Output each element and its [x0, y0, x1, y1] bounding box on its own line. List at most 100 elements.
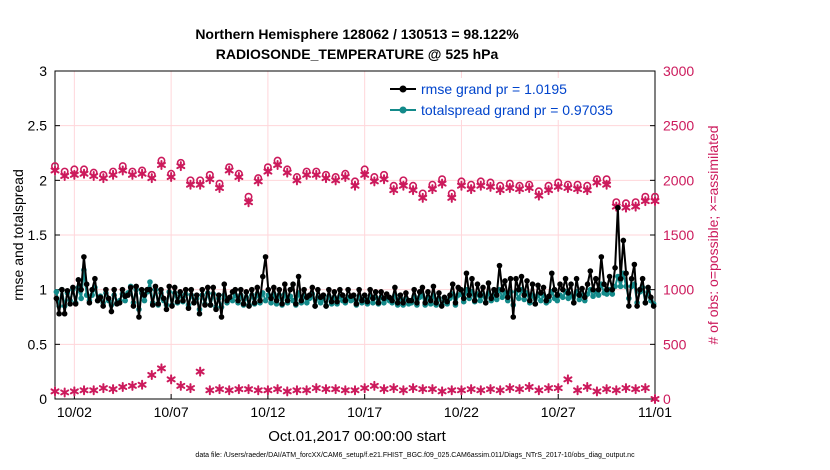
obs-other-point	[185, 383, 195, 394]
rmse-point	[460, 295, 467, 302]
grid	[55, 71, 655, 399]
obs-assimilated-point	[253, 176, 263, 187]
obs-assimilated-point	[515, 184, 525, 195]
rmse-point	[579, 285, 585, 292]
rmse-point	[615, 204, 621, 211]
rmse-point	[149, 302, 156, 308]
obs-assimilated-point	[127, 169, 137, 180]
obs-assimilated-point	[195, 179, 205, 190]
rmse-point	[193, 292, 200, 298]
rmse-point	[169, 303, 175, 309]
obs-assimilated-point	[147, 173, 157, 184]
obs-other-point	[69, 386, 79, 397]
obs-assimilated-point	[205, 174, 215, 185]
rmse-point	[342, 297, 349, 304]
obs-assimilated-point	[331, 175, 341, 186]
obs-assimilated-point	[466, 184, 476, 195]
obs-assimilated-point	[650, 196, 660, 207]
rmse-point	[540, 284, 547, 291]
rmse-point	[474, 281, 481, 288]
legend-box	[384, 78, 652, 120]
obs-other-point	[292, 385, 302, 396]
rmse-point	[504, 294, 511, 301]
rmse-point	[293, 301, 299, 307]
obs-other-point	[60, 387, 70, 398]
rmse-point	[59, 286, 65, 293]
rmse-point	[199, 286, 206, 293]
obs-assimilated-point	[398, 180, 408, 191]
rmse-point	[559, 286, 566, 293]
rmse-point	[136, 314, 142, 320]
rmse-point	[213, 306, 219, 313]
obs-other-point	[127, 380, 137, 391]
obs-assimilated-point	[621, 202, 631, 213]
y-tick-label-right: 3000	[663, 63, 694, 79]
rmse-point	[221, 281, 228, 288]
obs-other-point	[311, 383, 321, 394]
rmse-point	[345, 286, 351, 293]
totalspread-point	[122, 297, 128, 304]
obs-assimilated-point	[544, 185, 554, 196]
rmse-point	[138, 286, 145, 293]
rmse-point	[116, 299, 123, 306]
y-tick-label-left: 2.5	[28, 118, 48, 134]
totalspread-point	[515, 295, 522, 302]
rmse-point	[133, 283, 139, 290]
totalspread-point	[477, 297, 484, 304]
rmse-point	[182, 286, 189, 293]
obs-assimilated-point	[302, 169, 312, 180]
rmse-point	[287, 286, 294, 293]
rmse-point	[529, 281, 536, 288]
rmse-point	[337, 286, 343, 293]
rmse-point	[394, 299, 401, 306]
rmse-point	[650, 303, 657, 309]
rmse-point	[204, 284, 211, 291]
rmse-point	[268, 295, 274, 302]
rmse-point	[356, 286, 362, 293]
totalspread-point	[370, 299, 376, 306]
obs-assimilated-point	[185, 179, 195, 190]
obs-other-point	[215, 384, 225, 395]
rmse-point	[642, 299, 649, 306]
rmse-point	[240, 301, 247, 307]
obs-assimilated-point	[592, 177, 602, 188]
rmse-point	[414, 299, 420, 306]
obs-other-point	[234, 384, 244, 395]
rmse-point	[70, 284, 76, 291]
rmse-point	[403, 290, 409, 296]
obs-assimilated-point	[582, 185, 592, 196]
obs-other-point	[166, 374, 176, 385]
rmse-point	[326, 286, 332, 293]
obs-assimilated-point	[534, 190, 544, 201]
rmse-point	[331, 289, 338, 295]
legend-spread-label: totalspread grand pr = 0.97035	[421, 102, 613, 118]
y-axis-label-left: rmse and totalspread	[10, 169, 26, 301]
rmse-point	[328, 298, 335, 305]
obs-assimilated-point	[505, 182, 515, 193]
obs-assimilated-point	[156, 160, 166, 171]
rmse-point	[452, 299, 459, 306]
obs-assimilated-point	[108, 169, 118, 180]
totalspread-point	[262, 297, 269, 304]
rmse-point	[160, 295, 167, 302]
obs-other-point	[611, 385, 621, 396]
rmse-point	[543, 297, 550, 304]
obs-assimilated-point	[456, 180, 466, 191]
rmse-point	[524, 278, 530, 284]
rmse-point	[449, 281, 456, 288]
rmse-point	[471, 297, 478, 304]
rmse-point	[323, 303, 329, 309]
x-tick-label: 10/27	[541, 404, 576, 420]
rmse-point	[312, 303, 318, 309]
y-tick-label-left: 1.5	[28, 227, 48, 243]
obs-other-point	[369, 380, 379, 391]
x-axis-label: Oct.01,2017 00:00:00 start	[268, 428, 446, 445]
rmse-point	[177, 289, 184, 295]
legend-rmse-marker	[399, 85, 407, 93]
rmse-point	[83, 281, 90, 288]
totalspread-point	[493, 296, 500, 303]
obs-assimilated-point	[553, 181, 563, 192]
rmse-point	[166, 283, 173, 290]
obs-assimilated-point	[50, 165, 60, 176]
y-tick-label-right: 500	[663, 336, 687, 352]
